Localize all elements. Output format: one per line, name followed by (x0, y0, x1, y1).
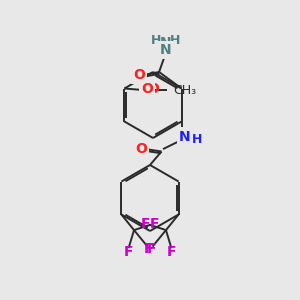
Text: N: N (179, 130, 190, 143)
Text: O: O (141, 82, 153, 96)
Text: H: H (151, 34, 161, 47)
Text: O: O (135, 142, 147, 155)
Text: F: F (167, 245, 176, 259)
Text: H: H (192, 133, 203, 146)
Text: N: N (179, 130, 190, 143)
Text: F: F (140, 217, 150, 230)
Text: O: O (147, 82, 159, 96)
Text: O: O (133, 68, 145, 82)
Text: F: F (143, 242, 153, 256)
Text: F: F (147, 242, 157, 256)
Text: H: H (170, 34, 181, 47)
Text: O: O (135, 142, 147, 155)
Text: F: F (150, 217, 160, 230)
Text: CH₃: CH₃ (174, 83, 197, 97)
Text: F: F (124, 245, 134, 259)
Text: N: N (160, 43, 172, 57)
Text: N: N (160, 36, 172, 50)
Text: O: O (133, 68, 145, 82)
